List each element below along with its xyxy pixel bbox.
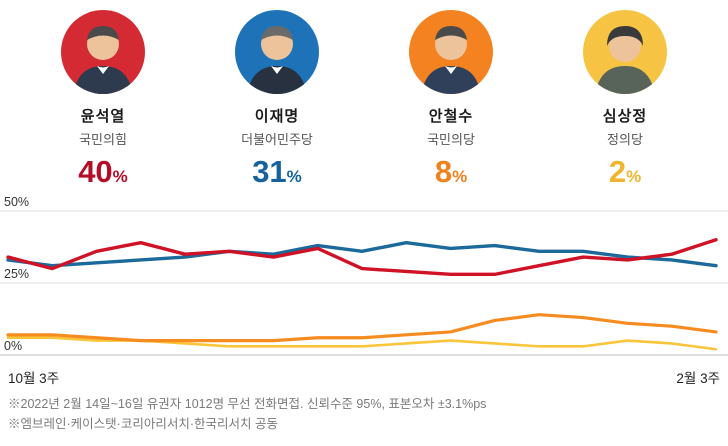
y-tick-label: 50%: [4, 197, 29, 209]
candidate-party: 국민의당: [427, 132, 475, 147]
x-label-start: 10월 3주: [8, 371, 60, 386]
candidate-card-sim: 심상정 정의당 2%: [538, 10, 712, 187]
trend-line-lee: [6, 240, 718, 268]
candidate-percent: 2%: [609, 156, 641, 187]
trend-line-ahn: [6, 313, 718, 343]
trend-line-yoon: [6, 238, 718, 277]
percent-value: 31: [252, 154, 287, 189]
candidate-photo: [247, 26, 307, 94]
candidate-avatar: [409, 10, 493, 94]
candidate-percent: 40%: [78, 156, 128, 187]
y-tick-label: 25%: [4, 267, 29, 281]
trend-chart-svg: 50% 25% 0%: [0, 197, 728, 356]
percent-sign: %: [452, 167, 468, 186]
percent-sign: %: [626, 167, 642, 186]
candidate-card-yoon: 윤석열 국민의힘 40%: [16, 10, 190, 187]
percent-sign: %: [112, 167, 128, 186]
candidate-avatar: [583, 10, 667, 94]
footnote-agencies: ※엠브레인·케이스탯·코리아리서치·한국리서치 공동: [8, 417, 278, 431]
candidate-party: 국민의힘: [79, 132, 127, 147]
candidate-percent: 8%: [435, 156, 467, 187]
candidate-party: 더불어민주당: [241, 132, 313, 147]
percent-value: 8: [434, 154, 453, 189]
candidate-avatar: [61, 10, 145, 94]
footnotes: ※2022년 2월 14일~16일 유권자 1012명 무선 전화면접. 신뢰수…: [0, 387, 728, 434]
candidate-name: 이재명: [254, 108, 300, 125]
candidate-photo: [73, 26, 133, 94]
candidate-card-ahn: 안철수 국민의당 8%: [364, 10, 538, 187]
y-tick-label: 0%: [4, 339, 22, 353]
candidate-avatar: [235, 10, 319, 94]
candidate-cards: 윤석열 국민의힘 40% 이재명 더불어민주당 31% 안철수 국민의당: [0, 0, 728, 187]
candidate-name: 안철수: [428, 108, 474, 125]
percent-value: 2: [608, 154, 627, 189]
percent-value: 40: [78, 154, 113, 189]
percent-sign: %: [286, 167, 302, 186]
trend-chart: 50% 25% 0% 10월 3주 2월 3주: [0, 197, 728, 387]
candidate-card-lee: 이재명 더불어민주당 31%: [190, 10, 364, 187]
footnote-methodology: ※2022년 2월 14일~16일 유권자 1012명 무선 전화면접. 신뢰수…: [8, 397, 487, 411]
candidate-photo: [421, 26, 481, 94]
candidate-name: 윤석열: [80, 108, 126, 125]
candidate-party: 정의당: [607, 132, 643, 147]
candidate-name: 심상정: [602, 108, 648, 125]
x-axis-labels: 10월 3주 2월 3주: [0, 365, 728, 387]
x-label-end: 2월 3주: [676, 371, 720, 386]
candidate-percent: 31%: [252, 156, 302, 187]
candidate-photo: [595, 26, 655, 94]
